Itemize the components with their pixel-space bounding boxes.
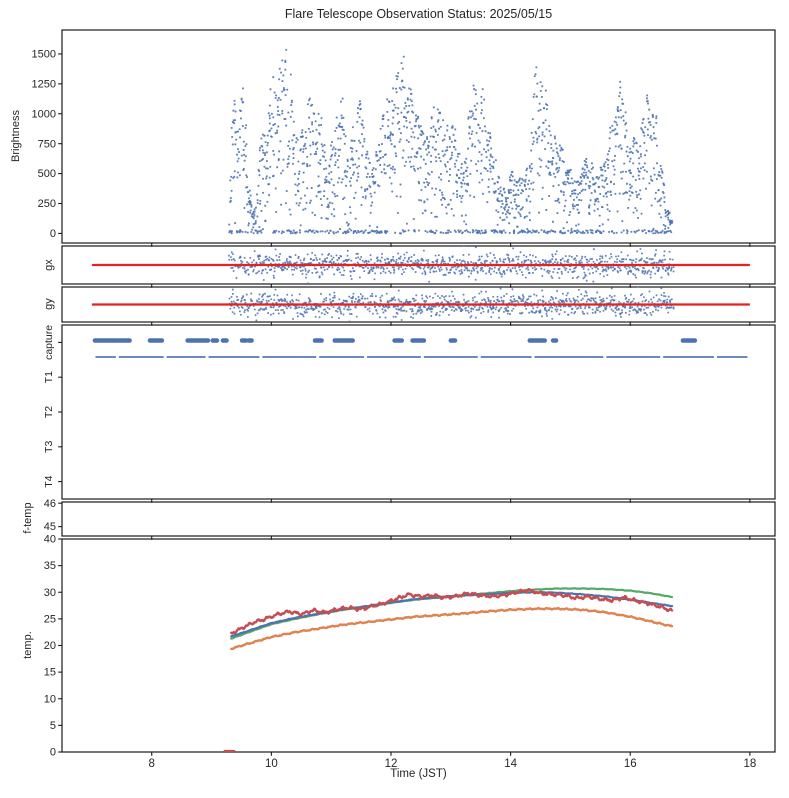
y-tick-label: 45 [44, 521, 56, 533]
y-tick-label: 500 [38, 168, 56, 180]
temp-orange-line [230, 606, 674, 651]
y-tick-label: 15 [44, 667, 56, 679]
x-tick-label: 8 [149, 758, 155, 770]
gx-scatter [228, 246, 675, 284]
y-tick-label: 1000 [32, 108, 56, 120]
y-tick-label: 30 [44, 587, 56, 599]
y-tick-label: 20 [44, 640, 56, 652]
y-tick-label: 0 [50, 747, 56, 759]
y-tick-label: 25 [44, 613, 56, 625]
ylabel-gx: gx [43, 259, 55, 271]
y-tick-label: 1500 [32, 49, 56, 61]
y-tick-label: 750 [38, 138, 56, 150]
x-tick-label: 18 [743, 758, 756, 770]
chart-title: Flare Telescope Observation Status: 2025… [284, 7, 553, 21]
y-tick-label: 46 [44, 498, 56, 510]
y-tick-label: 10 [44, 693, 56, 705]
capture-row-label-capture: capture [43, 325, 55, 360]
x-tick-label: 14 [504, 758, 517, 770]
tick-labels: 8 10 12 14 16 18 0 250 500 750 1000 1250 1500 45 46 0 5 1… [32, 49, 757, 770]
capture-row-label-T1: T1 [43, 371, 55, 383]
x-tick-label: 10 [265, 758, 278, 770]
capture-row-label-T2: T2 [43, 406, 55, 418]
gy-scatter [228, 287, 675, 322]
ylabel-gy: gy [43, 298, 55, 310]
y-tick-label: 40 [44, 534, 56, 546]
y-tick-label: 35 [44, 560, 56, 572]
capture-row-labels: capture T1 T2 T3 T4 [43, 325, 55, 488]
panel-gx-frame [61, 245, 776, 285]
y-tick-label: 250 [38, 198, 56, 210]
xlabel-time: Time (JST) [390, 768, 447, 780]
y-tick-label: 5 [50, 720, 56, 732]
ylabel-ftemp: f-temp [22, 502, 34, 534]
y-tick-label: 1250 [32, 78, 56, 90]
x-tick-label: 16 [624, 758, 637, 770]
ylabel-temp: temp. [22, 631, 34, 659]
temp-lines [223, 587, 674, 752]
x-tick-label: 12 [385, 758, 398, 770]
panel-gy-frame [61, 286, 776, 323]
panel-capture-frame [61, 324, 776, 500]
panel-temp-frame [61, 538, 776, 753]
capture-row-label-T4: T4 [43, 475, 55, 487]
axis-ticks [58, 53, 751, 756]
y-tick-label: 0 [50, 228, 56, 240]
brightness-scatter [228, 48, 674, 235]
capture-row-label-T3: T3 [43, 441, 55, 453]
panel-ftemp-frame [61, 501, 776, 537]
temp-red-line [230, 588, 674, 635]
panel-brightness-frame [61, 29, 776, 244]
ylabel-brightness: Brightness [10, 110, 22, 162]
capture-events [92, 338, 748, 358]
